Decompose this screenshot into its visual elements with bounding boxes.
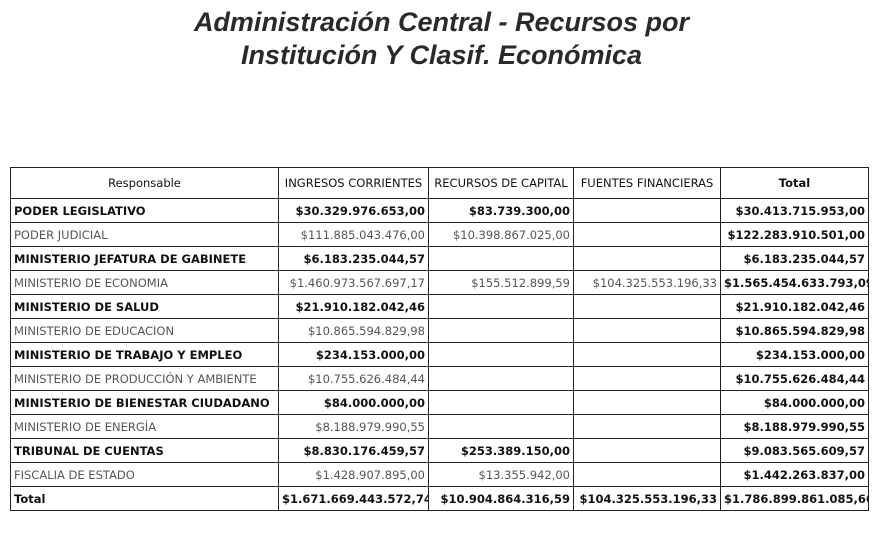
table-total-row: Total $1.671.669.443.572,74 $10.904.864.31… bbox=[10, 486, 869, 511]
cell-responsable: PODER JUDICIAL bbox=[10, 222, 279, 247]
cell-ingresos-corrientes: $6.183.235.044,57 bbox=[278, 246, 429, 271]
cell-responsable: MINISTERIO DE PRODUCCIÓN Y AMBIENTE bbox=[10, 366, 279, 391]
cell-responsable: MINISTERIO DE EDUCACION bbox=[10, 318, 279, 343]
cell-ingresos-corrientes: $1.671.669.443.572,74 bbox=[278, 486, 429, 511]
header-fuentes-financieras: FUENTES FINANCIERAS bbox=[573, 167, 721, 199]
cell-responsable: MINISTERIO JEFATURA DE GABINETE bbox=[10, 246, 279, 271]
table-row: PODER JUDICIAL $111.885.043.476,00 $10.398… bbox=[10, 222, 869, 247]
cell-responsable: MINISTERIO DE SALUD bbox=[10, 294, 279, 319]
cell-responsable: FISCALIA DE ESTADO bbox=[10, 462, 279, 487]
cell-total: $122.283.910.501,00 bbox=[720, 222, 869, 247]
table-row: PODER LEGISLATIVO $30.329.976.653,00 $83.7… bbox=[10, 198, 869, 223]
cell-fuentes-financieras bbox=[573, 390, 721, 415]
cell-recursos-capital bbox=[428, 366, 574, 391]
table-row: MINISTERIO DE BIENESTAR CIUDADANO $84.000… bbox=[10, 390, 869, 415]
cell-ingresos-corrientes: $21.910.182.042,46 bbox=[278, 294, 429, 319]
cell-ingresos-corrientes: $8.188.979.990,55 bbox=[278, 414, 429, 439]
cell-recursos-capital bbox=[428, 342, 574, 367]
cell-ingresos-corrientes: $84.000.000,00 bbox=[278, 390, 429, 415]
title-line-1: Administración Central - Recursos por bbox=[193, 7, 690, 37]
table-row: MINISTERIO DE TRABAJO Y EMPLEO $234.153.0… bbox=[10, 342, 869, 367]
cell-ingresos-corrientes: $10.755.626.484,44 bbox=[278, 366, 429, 391]
cell-ingresos-corrientes: $1.460.973.567.697,17 bbox=[278, 270, 429, 295]
cell-responsable: MINISTERIO DE TRABAJO Y EMPLEO bbox=[10, 342, 279, 367]
cell-responsable: PODER LEGISLATIVO bbox=[10, 198, 279, 223]
cell-total: $30.413.715.953,00 bbox=[720, 198, 869, 223]
cell-recursos-capital bbox=[428, 318, 574, 343]
cell-ingresos-corrientes: $1.428.907.895,00 bbox=[278, 462, 429, 487]
table-row: MINISTERIO DE ENERGÍA $8.188.979.990,55 $8… bbox=[10, 414, 869, 439]
cell-fuentes-financieras: $104.325.553.196,33 bbox=[573, 270, 721, 295]
cell-fuentes-financieras bbox=[573, 318, 721, 343]
table-row: MINISTERIO DE SALUD $21.910.182.042,46 $21… bbox=[10, 294, 869, 319]
cell-fuentes-financieras bbox=[573, 222, 721, 247]
cell-ingresos-corrientes: $8.830.176.459,57 bbox=[278, 438, 429, 463]
cell-ingresos-corrientes: $234.153.000,00 bbox=[278, 342, 429, 367]
cell-total: $1.786.899.861.085,66 bbox=[720, 486, 869, 511]
cell-recursos-capital: $253.389.150,00 bbox=[428, 438, 574, 463]
cell-recursos-capital: $10.904.864.316,59 bbox=[428, 486, 574, 511]
cell-fuentes-financieras bbox=[573, 462, 721, 487]
cell-fuentes-financieras: $104.325.553.196,33 bbox=[573, 486, 721, 511]
cell-responsable: MINISTERIO DE ECONOMIA bbox=[10, 270, 279, 295]
table-row: TRIBUNAL DE CUENTAS $8.830.176.459,57 $253… bbox=[10, 438, 869, 463]
table-row: MINISTERIO DE ECONOMIA $1.460.973.567.697… bbox=[10, 270, 869, 295]
cell-recursos-capital: $10.398.867.025,00 bbox=[428, 222, 574, 247]
cell-responsable: Total bbox=[10, 486, 279, 511]
cell-fuentes-financieras bbox=[573, 198, 721, 223]
table-row: MINISTERIO DE PRODUCCIÓN Y AMBIENTE $10.7… bbox=[10, 366, 869, 391]
cell-recursos-capital bbox=[428, 390, 574, 415]
cell-total: $1.565.454.633.793,09 bbox=[720, 270, 869, 295]
cell-recursos-capital bbox=[428, 294, 574, 319]
cell-fuentes-financieras bbox=[573, 246, 721, 271]
cell-recursos-capital bbox=[428, 246, 574, 271]
cell-total: $234.153.000,00 bbox=[720, 342, 869, 367]
cell-recursos-capital: $13.355.942,00 bbox=[428, 462, 574, 487]
cell-fuentes-financieras bbox=[573, 414, 721, 439]
cell-total: $1.442.263.837,00 bbox=[720, 462, 869, 487]
title-line-2: Institución Y Clasif. Económica bbox=[240, 40, 643, 70]
page-title: Administración Central - Recursos por In… bbox=[0, 6, 883, 72]
cell-total: $10.865.594.829,98 bbox=[720, 318, 869, 343]
resources-table: Responsable INGRESOS CORRIENTES RECURSOS… bbox=[10, 167, 869, 511]
cell-total: $10.755.626.484,44 bbox=[720, 366, 869, 391]
cell-total: $84.000.000,00 bbox=[720, 390, 869, 415]
cell-fuentes-financieras bbox=[573, 438, 721, 463]
cell-recursos-capital bbox=[428, 414, 574, 439]
cell-fuentes-financieras bbox=[573, 366, 721, 391]
table-row: MINISTERIO JEFATURA DE GABINETE $6.183.23… bbox=[10, 246, 869, 271]
cell-total: $8.188.979.990,55 bbox=[720, 414, 869, 439]
cell-responsable: TRIBUNAL DE CUENTAS bbox=[10, 438, 279, 463]
cell-total: $9.083.565.609,57 bbox=[720, 438, 869, 463]
header-recursos-capital: RECURSOS DE CAPITAL bbox=[428, 167, 574, 199]
table-header-row: Responsable INGRESOS CORRIENTES RECURSOS… bbox=[10, 167, 869, 199]
table-row: MINISTERIO DE EDUCACION $10.865.594.829,9… bbox=[10, 318, 869, 343]
cell-recursos-capital: $83.739.300,00 bbox=[428, 198, 574, 223]
cell-ingresos-corrientes: $111.885.043.476,00 bbox=[278, 222, 429, 247]
cell-ingresos-corrientes: $10.865.594.829,98 bbox=[278, 318, 429, 343]
table-row: FISCALIA DE ESTADO $1.428.907.895,00 $13.3… bbox=[10, 462, 869, 487]
cell-total: $6.183.235.044,57 bbox=[720, 246, 869, 271]
cell-fuentes-financieras bbox=[573, 294, 721, 319]
header-total: Total bbox=[720, 167, 869, 199]
cell-fuentes-financieras bbox=[573, 342, 721, 367]
cell-ingresos-corrientes: $30.329.976.653,00 bbox=[278, 198, 429, 223]
header-responsable: Responsable bbox=[10, 167, 279, 199]
cell-recursos-capital: $155.512.899,59 bbox=[428, 270, 574, 295]
cell-responsable: MINISTERIO DE ENERGÍA bbox=[10, 414, 279, 439]
cell-responsable: MINISTERIO DE BIENESTAR CIUDADANO bbox=[10, 390, 279, 415]
cell-total: $21.910.182.042,46 bbox=[720, 294, 869, 319]
header-ingresos-corrientes: INGRESOS CORRIENTES bbox=[278, 167, 429, 199]
